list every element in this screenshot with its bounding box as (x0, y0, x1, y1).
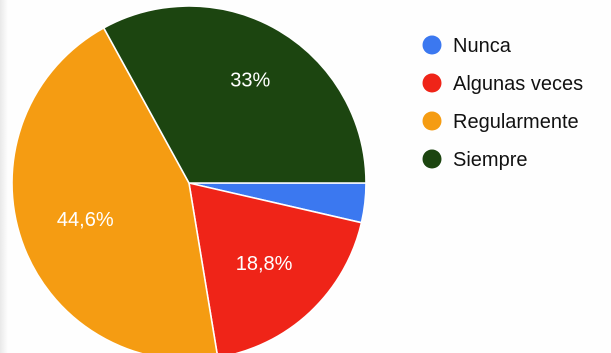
legend: Nunca Algunas veces Regularmente Siempre (422, 35, 583, 171)
legend-swatch-nunca (422, 35, 442, 55)
legend-label-regularmente: Regularmente (453, 111, 579, 133)
legend-swatch-algunas-veces (422, 73, 442, 93)
pie-slice-siempre (102, 5, 367, 184)
legend-item-siempre: Siempre (422, 149, 527, 171)
pie-slice-algunas-veces (188, 182, 363, 353)
slice-label-algunas-veces: 18,8% (236, 253, 293, 275)
legend-item-nunca: Nunca (422, 35, 512, 57)
legend-swatch-siempre (422, 149, 442, 169)
legend-swatch-regularmente (422, 111, 442, 131)
slice-label-siempre: 33% (230, 69, 270, 91)
legend-label-siempre: Siempre (453, 149, 527, 171)
legend-label-nunca: Nunca (453, 35, 512, 57)
scan-edge-shadow (0, 0, 8, 353)
legend-item-algunas-veces: Algunas veces (422, 73, 583, 95)
legend-item-regularmente: Regularmente (422, 111, 579, 133)
pie-slice-regularmente (11, 27, 218, 353)
legend-label-algunas-veces: Algunas veces (453, 73, 583, 95)
slice-label-regularmente: 44,6% (57, 209, 114, 231)
slice-labels-layer: 18,8% 44,6% 33% (57, 69, 293, 275)
slices-layer (11, 5, 367, 353)
